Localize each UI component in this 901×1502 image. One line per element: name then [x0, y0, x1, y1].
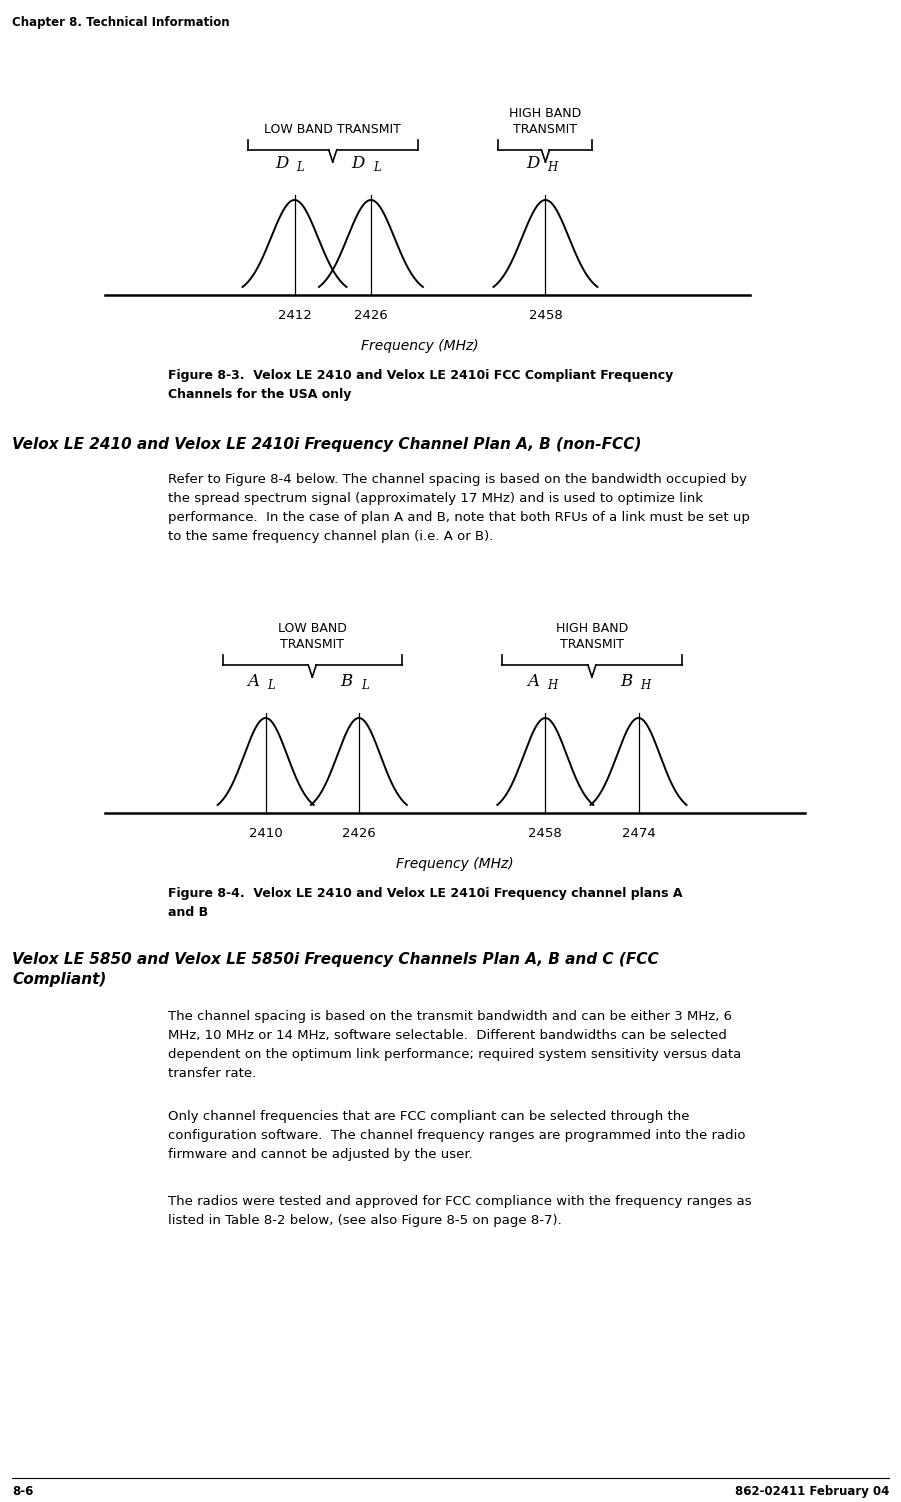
Text: Refer to Figure 8-4 below. The channel spacing is based on the bandwidth occupie: Refer to Figure 8-4 below. The channel s… [168, 473, 750, 544]
Text: Velox LE 2410 and Velox LE 2410i Frequency Channel Plan A, B (non-FCC): Velox LE 2410 and Velox LE 2410i Frequen… [12, 437, 642, 452]
Text: H: H [641, 679, 651, 692]
Text: L: L [296, 161, 305, 174]
Text: Figure 8-4.  Velox LE 2410 and Velox LE 2410i Frequency channel plans A
and B: Figure 8-4. Velox LE 2410 and Velox LE 2… [168, 888, 682, 919]
Text: Frequency (MHz): Frequency (MHz) [361, 339, 478, 353]
Text: LOW BAND TRANSMIT: LOW BAND TRANSMIT [264, 123, 401, 137]
Text: A: A [527, 673, 540, 689]
Text: A: A [248, 673, 259, 689]
Text: LOW BAND
TRANSMIT: LOW BAND TRANSMIT [278, 622, 347, 650]
Text: H: H [548, 161, 558, 174]
Text: 2426: 2426 [342, 828, 376, 840]
Text: The channel spacing is based on the transmit bandwidth and can be either 3 MHz, : The channel spacing is based on the tran… [168, 1009, 742, 1080]
Text: 2474: 2474 [622, 828, 655, 840]
Text: D: D [526, 155, 540, 173]
Text: L: L [268, 679, 276, 692]
Text: Only channel frequencies that are FCC compliant can be selected through the
conf: Only channel frequencies that are FCC co… [168, 1110, 745, 1161]
Text: 2410: 2410 [249, 828, 283, 840]
Text: L: L [373, 161, 380, 174]
Text: D: D [351, 155, 365, 173]
Text: 2458: 2458 [529, 309, 562, 321]
Text: Figure 8-3.  Velox LE 2410 and Velox LE 2410i FCC Compliant Frequency
Channels f: Figure 8-3. Velox LE 2410 and Velox LE 2… [168, 369, 673, 401]
Text: L: L [361, 679, 369, 692]
Text: B: B [341, 673, 353, 689]
Text: 862-02411 February 04: 862-02411 February 04 [734, 1485, 889, 1497]
Text: Chapter 8. Technical Information: Chapter 8. Technical Information [12, 17, 230, 29]
Text: Velox LE 5850 and Velox LE 5850i Frequency Channels Plan A, B and C (FCC
Complia: Velox LE 5850 and Velox LE 5850i Frequen… [12, 952, 659, 987]
Text: 8-6: 8-6 [12, 1485, 33, 1497]
Text: Frequency (MHz): Frequency (MHz) [396, 858, 514, 871]
Text: 2426: 2426 [354, 309, 387, 321]
Text: HIGH BAND
TRANSMIT: HIGH BAND TRANSMIT [556, 622, 628, 650]
Text: The radios were tested and approved for FCC compliance with the frequency ranges: The radios were tested and approved for … [168, 1196, 751, 1227]
Text: 2458: 2458 [528, 828, 562, 840]
Text: HIGH BAND
TRANSMIT: HIGH BAND TRANSMIT [509, 107, 581, 137]
Text: 2412: 2412 [278, 309, 312, 321]
Text: B: B [620, 673, 633, 689]
Text: H: H [547, 679, 558, 692]
Text: D: D [275, 155, 288, 173]
